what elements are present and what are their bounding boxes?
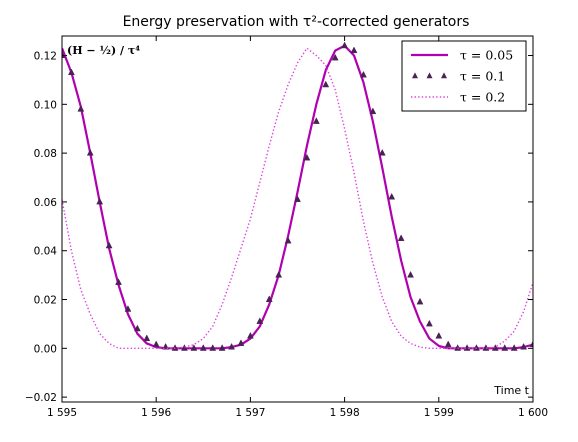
series-marker-1 xyxy=(256,317,264,324)
series-marker-1 xyxy=(152,340,160,348)
series-marker-1 xyxy=(294,195,301,202)
y-tick-label: 0.12 xyxy=(34,51,57,63)
x-tick-label: 1 596 xyxy=(141,407,171,419)
y-tick-label: 0.10 xyxy=(34,99,57,111)
y-tick-label: −0.02 xyxy=(25,392,57,404)
series-line-2 xyxy=(62,47,533,350)
series-marker-1 xyxy=(115,278,122,285)
series-marker-1 xyxy=(86,148,94,156)
legend-label-1: τ = 0.1 xyxy=(460,69,505,84)
series-marker-1 xyxy=(265,295,273,302)
series-marker-1 xyxy=(62,51,66,58)
series-marker-1 xyxy=(181,344,188,351)
series-marker-1 xyxy=(209,344,217,351)
x-tick-label: 1 595 xyxy=(47,407,77,419)
y-tick-label: 0.04 xyxy=(34,246,58,258)
x-tick-label: 1 597 xyxy=(235,407,265,419)
series-marker-1 xyxy=(520,342,527,350)
series-marker-1 xyxy=(350,46,358,54)
series-marker-1 xyxy=(303,153,311,161)
y-axis-label: (H − ½) / τ⁴ xyxy=(67,44,140,57)
series-marker-1 xyxy=(435,331,443,339)
series-marker-1 xyxy=(510,344,518,351)
x-tick-label: 1 599 xyxy=(424,407,454,419)
chart-title: Energy preservation with τ²-corrected ge… xyxy=(123,14,470,30)
series-marker-1 xyxy=(105,241,113,249)
series-marker-1 xyxy=(529,340,533,348)
legend: τ = 0.05 τ = 0.1 τ = 0.2 xyxy=(401,40,527,112)
series-marker-1 xyxy=(275,270,283,278)
series-marker-1 xyxy=(341,41,349,49)
x-tick-label: 1 600 xyxy=(518,407,548,419)
legend-box xyxy=(401,40,527,112)
series-marker-1 xyxy=(312,117,320,124)
series-marker-1 xyxy=(425,319,433,327)
series-marker-1 xyxy=(77,105,85,112)
series-marker-1 xyxy=(322,80,330,88)
legend-label-0: τ = 0.05 xyxy=(460,48,513,63)
series-marker-1 xyxy=(190,344,198,351)
y-tick-label: 0.02 xyxy=(34,295,57,307)
series-marker-1 xyxy=(369,107,377,115)
series-marker-1 xyxy=(444,340,452,348)
series-marker-1 xyxy=(416,297,424,305)
plot-series-group xyxy=(62,41,533,351)
series-marker-1 xyxy=(124,305,132,312)
legend-swatch-1 xyxy=(412,72,418,79)
axis-ticks: 1 595 1 596 1 597 1 598 1 599 1 600 −0.02 0.00 0… xyxy=(25,36,548,419)
series-marker-1 xyxy=(331,53,339,61)
series-marker-1 xyxy=(96,197,104,205)
series-marker-1 xyxy=(388,192,396,200)
series-marker-1 xyxy=(246,331,254,339)
series-marker-1 xyxy=(218,344,226,351)
series-marker-1 xyxy=(378,148,386,156)
series-marker-1 xyxy=(501,344,509,351)
series-marker-1 xyxy=(360,70,367,78)
series-marker-1 xyxy=(68,68,75,76)
series-marker-1 xyxy=(397,234,405,241)
series-marker-1 xyxy=(143,334,151,342)
series-marker-1 xyxy=(407,270,414,278)
series-marker-1 xyxy=(284,236,292,244)
y-tick-label: 0.06 xyxy=(34,197,58,209)
plot-area xyxy=(62,41,533,351)
legend-swatch-1 xyxy=(441,72,447,79)
series-marker-1 xyxy=(228,342,235,350)
legend-label-2: τ = 0.2 xyxy=(460,90,505,105)
series-marker-1 xyxy=(199,344,207,351)
legend-swatch-1 xyxy=(426,72,433,79)
x-axis-label: Time t xyxy=(493,384,529,397)
series-marker-1 xyxy=(133,324,141,332)
plot-frame xyxy=(61,35,534,403)
y-tick-label: 0.08 xyxy=(34,148,57,160)
series-marker-1 xyxy=(237,339,245,346)
y-tick-label: 0.00 xyxy=(34,343,57,355)
x-tick-label: 1 598 xyxy=(330,407,360,419)
